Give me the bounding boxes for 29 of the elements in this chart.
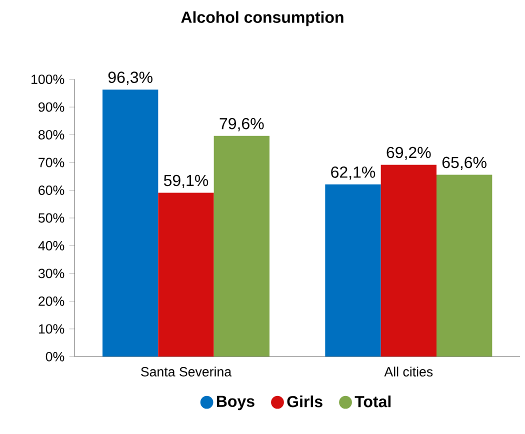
y-tick-label: 70% — [38, 158, 64, 168]
x-tick-label: Santa Severina — [141, 366, 232, 376]
data-label: 59,1% — [164, 174, 208, 188]
data-label: 96,3% — [108, 72, 152, 85]
y-tick-label: 10% — [38, 324, 64, 334]
bar — [325, 184, 381, 357]
data-label: 62,1% — [331, 166, 376, 180]
y-tick-label: 80% — [38, 130, 64, 140]
y-tick-label: 90% — [38, 102, 64, 112]
y-tick-label: 100% — [32, 74, 64, 84]
bar — [436, 174, 492, 357]
y-tick-label: 60% — [38, 186, 64, 195]
bar — [214, 136, 270, 357]
bar — [102, 90, 158, 357]
bar — [158, 192, 214, 357]
data-label: 69,2% — [386, 146, 431, 160]
y-tick-label: 40% — [38, 241, 64, 250]
chart-title: Alcohol consumption — [181, 11, 344, 26]
legend-label: Boys — [216, 396, 254, 410]
x-tick-label: All cities — [384, 366, 433, 376]
legend-label: Total — [354, 396, 391, 408]
y-tick-label: 20% — [38, 296, 64, 306]
data-label: 65,6% — [442, 156, 486, 170]
legend-label: Girls — [287, 396, 322, 408]
y-tick-label: 30% — [38, 268, 64, 278]
data-label: 79,6% — [220, 118, 264, 132]
bar — [380, 164, 436, 357]
y-tick-label: 0% — [46, 352, 64, 362]
y-tick-label: 50% — [38, 213, 64, 223]
